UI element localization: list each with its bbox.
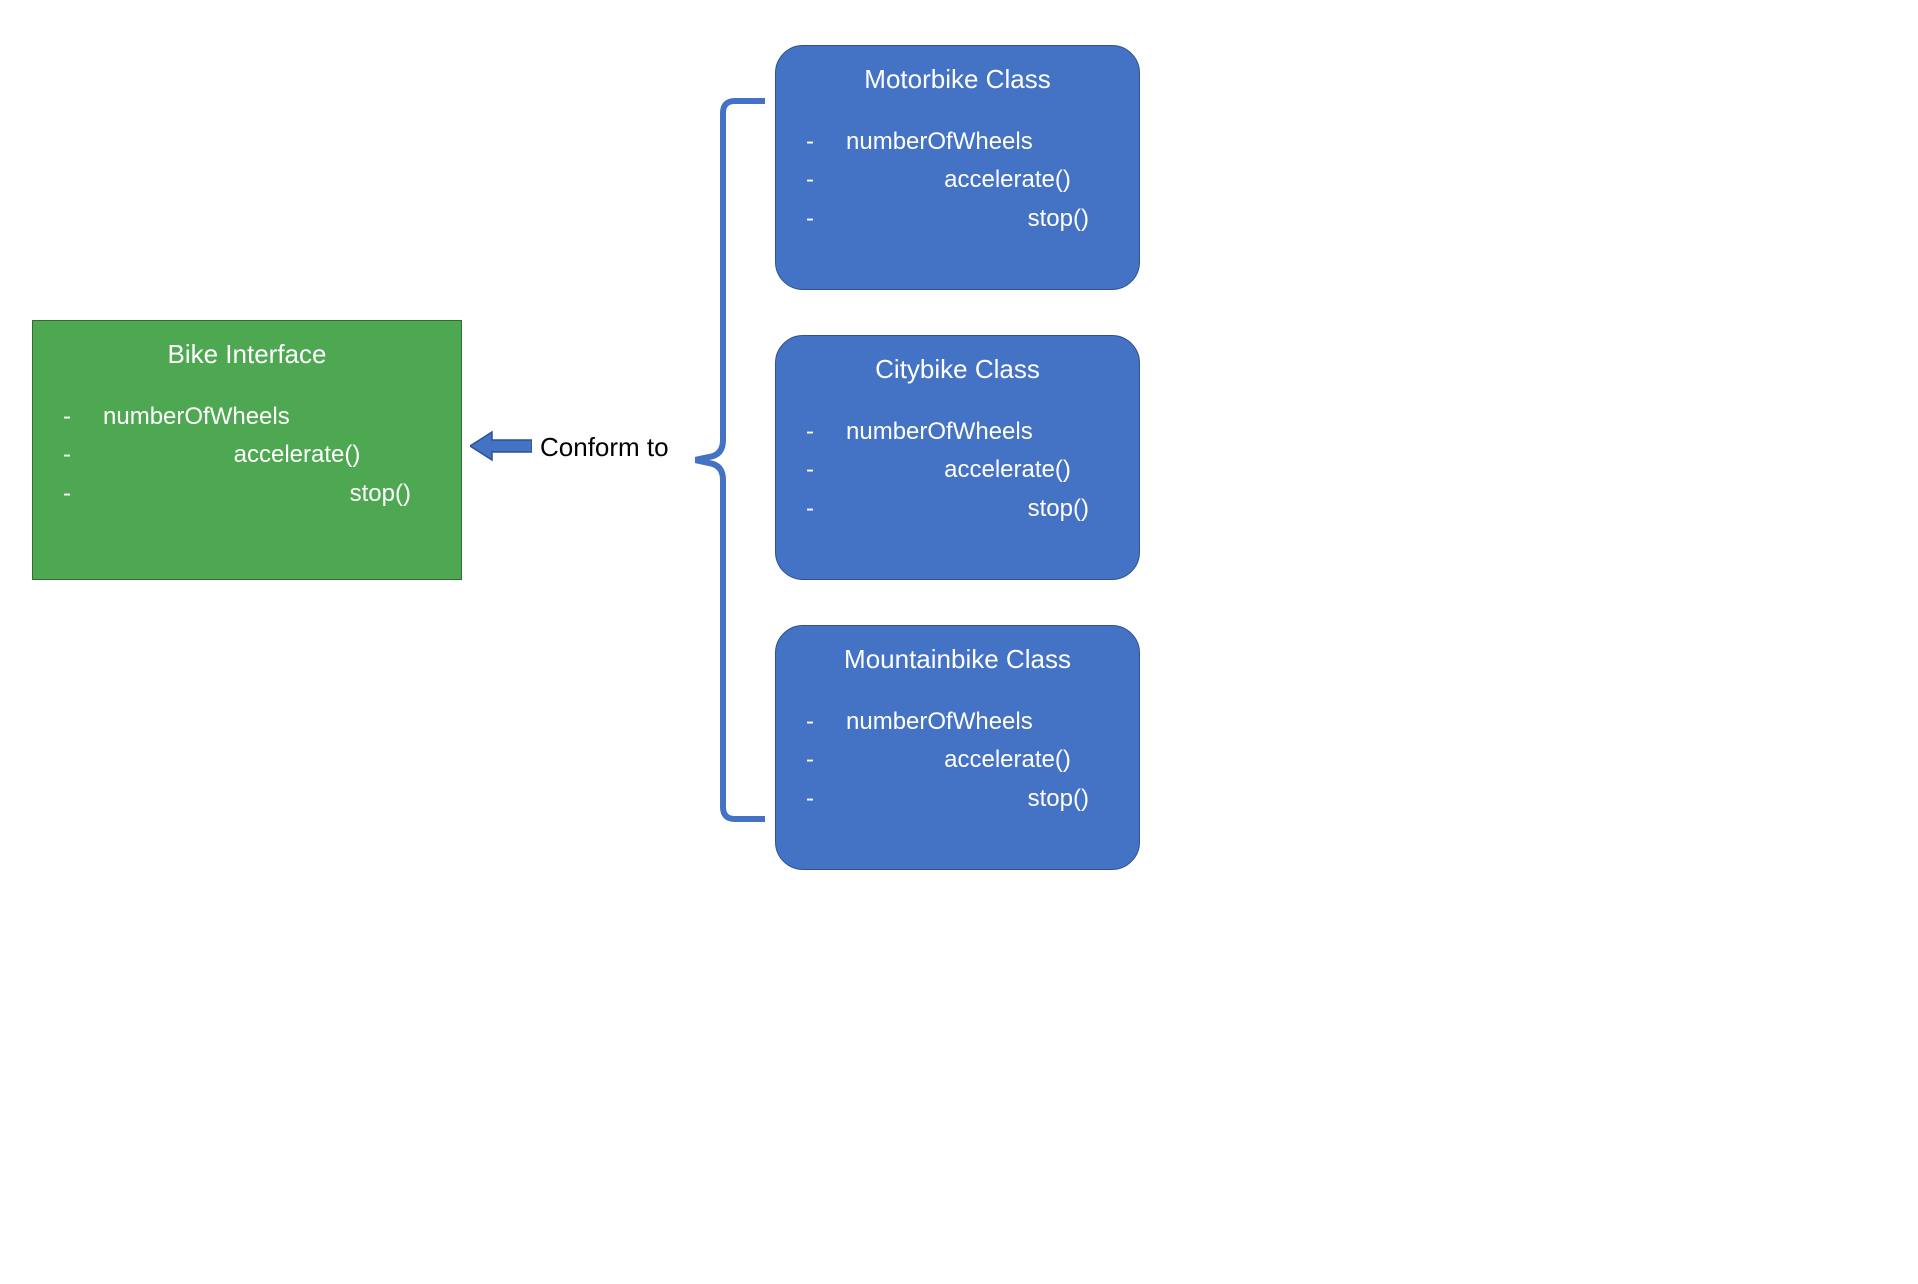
class-box-citybike: Citybike Class - numberOfWheels - accele…: [775, 335, 1140, 580]
bullet-dash: -: [806, 413, 846, 451]
interface-member-row: - accelerate(): [63, 436, 431, 474]
class-property: numberOfWheels: [846, 413, 1109, 451]
class-member-row: - accelerate(): [806, 451, 1109, 489]
class-member-row: - stop(): [806, 780, 1109, 818]
class-property: numberOfWheels: [846, 703, 1109, 741]
class-box-motorbike: Motorbike Class - numberOfWheels - accel…: [775, 45, 1140, 290]
class-method: accelerate(): [846, 741, 1109, 779]
class-method: stop(): [846, 780, 1109, 818]
class-method: accelerate(): [846, 451, 1109, 489]
bullet-dash: -: [63, 436, 103, 474]
relation-label: Conform to: [540, 432, 669, 463]
class-title: Motorbike Class: [806, 64, 1109, 95]
bullet-dash: -: [806, 451, 846, 489]
class-member-row: - stop(): [806, 490, 1109, 528]
bullet-dash: -: [806, 741, 846, 779]
interface-title: Bike Interface: [63, 339, 431, 370]
class-member-row: - numberOfWheels: [806, 703, 1109, 741]
interface-method: stop(): [103, 475, 431, 513]
bullet-dash: -: [806, 490, 846, 528]
interface-method: accelerate(): [103, 436, 431, 474]
class-member-row: - accelerate(): [806, 161, 1109, 199]
bullet-dash: -: [806, 123, 846, 161]
class-box-mountainbike: Mountainbike Class - numberOfWheels - ac…: [775, 625, 1140, 870]
class-method: stop(): [846, 200, 1109, 238]
bullet-dash: -: [806, 161, 846, 199]
bullet-dash: -: [63, 398, 103, 436]
class-title: Citybike Class: [806, 354, 1109, 385]
conform-arrow-icon: [470, 428, 532, 464]
class-member-row: - stop(): [806, 200, 1109, 238]
class-member-row: - accelerate(): [806, 741, 1109, 779]
interface-property: numberOfWheels: [103, 398, 431, 436]
bullet-dash: -: [63, 475, 103, 513]
class-method: stop(): [846, 490, 1109, 528]
class-method: accelerate(): [846, 161, 1109, 199]
interface-member-row: - stop(): [63, 475, 431, 513]
grouping-bracket-icon: [695, 95, 765, 825]
bullet-dash: -: [806, 780, 846, 818]
class-title: Mountainbike Class: [806, 644, 1109, 675]
bullet-dash: -: [806, 200, 846, 238]
class-member-row: - numberOfWheels: [806, 413, 1109, 451]
class-property: numberOfWheels: [846, 123, 1109, 161]
interface-member-row: - numberOfWheels: [63, 398, 431, 436]
bullet-dash: -: [806, 703, 846, 741]
interface-box: Bike Interface - numberOfWheels - accele…: [32, 320, 462, 580]
class-member-row: - numberOfWheels: [806, 123, 1109, 161]
